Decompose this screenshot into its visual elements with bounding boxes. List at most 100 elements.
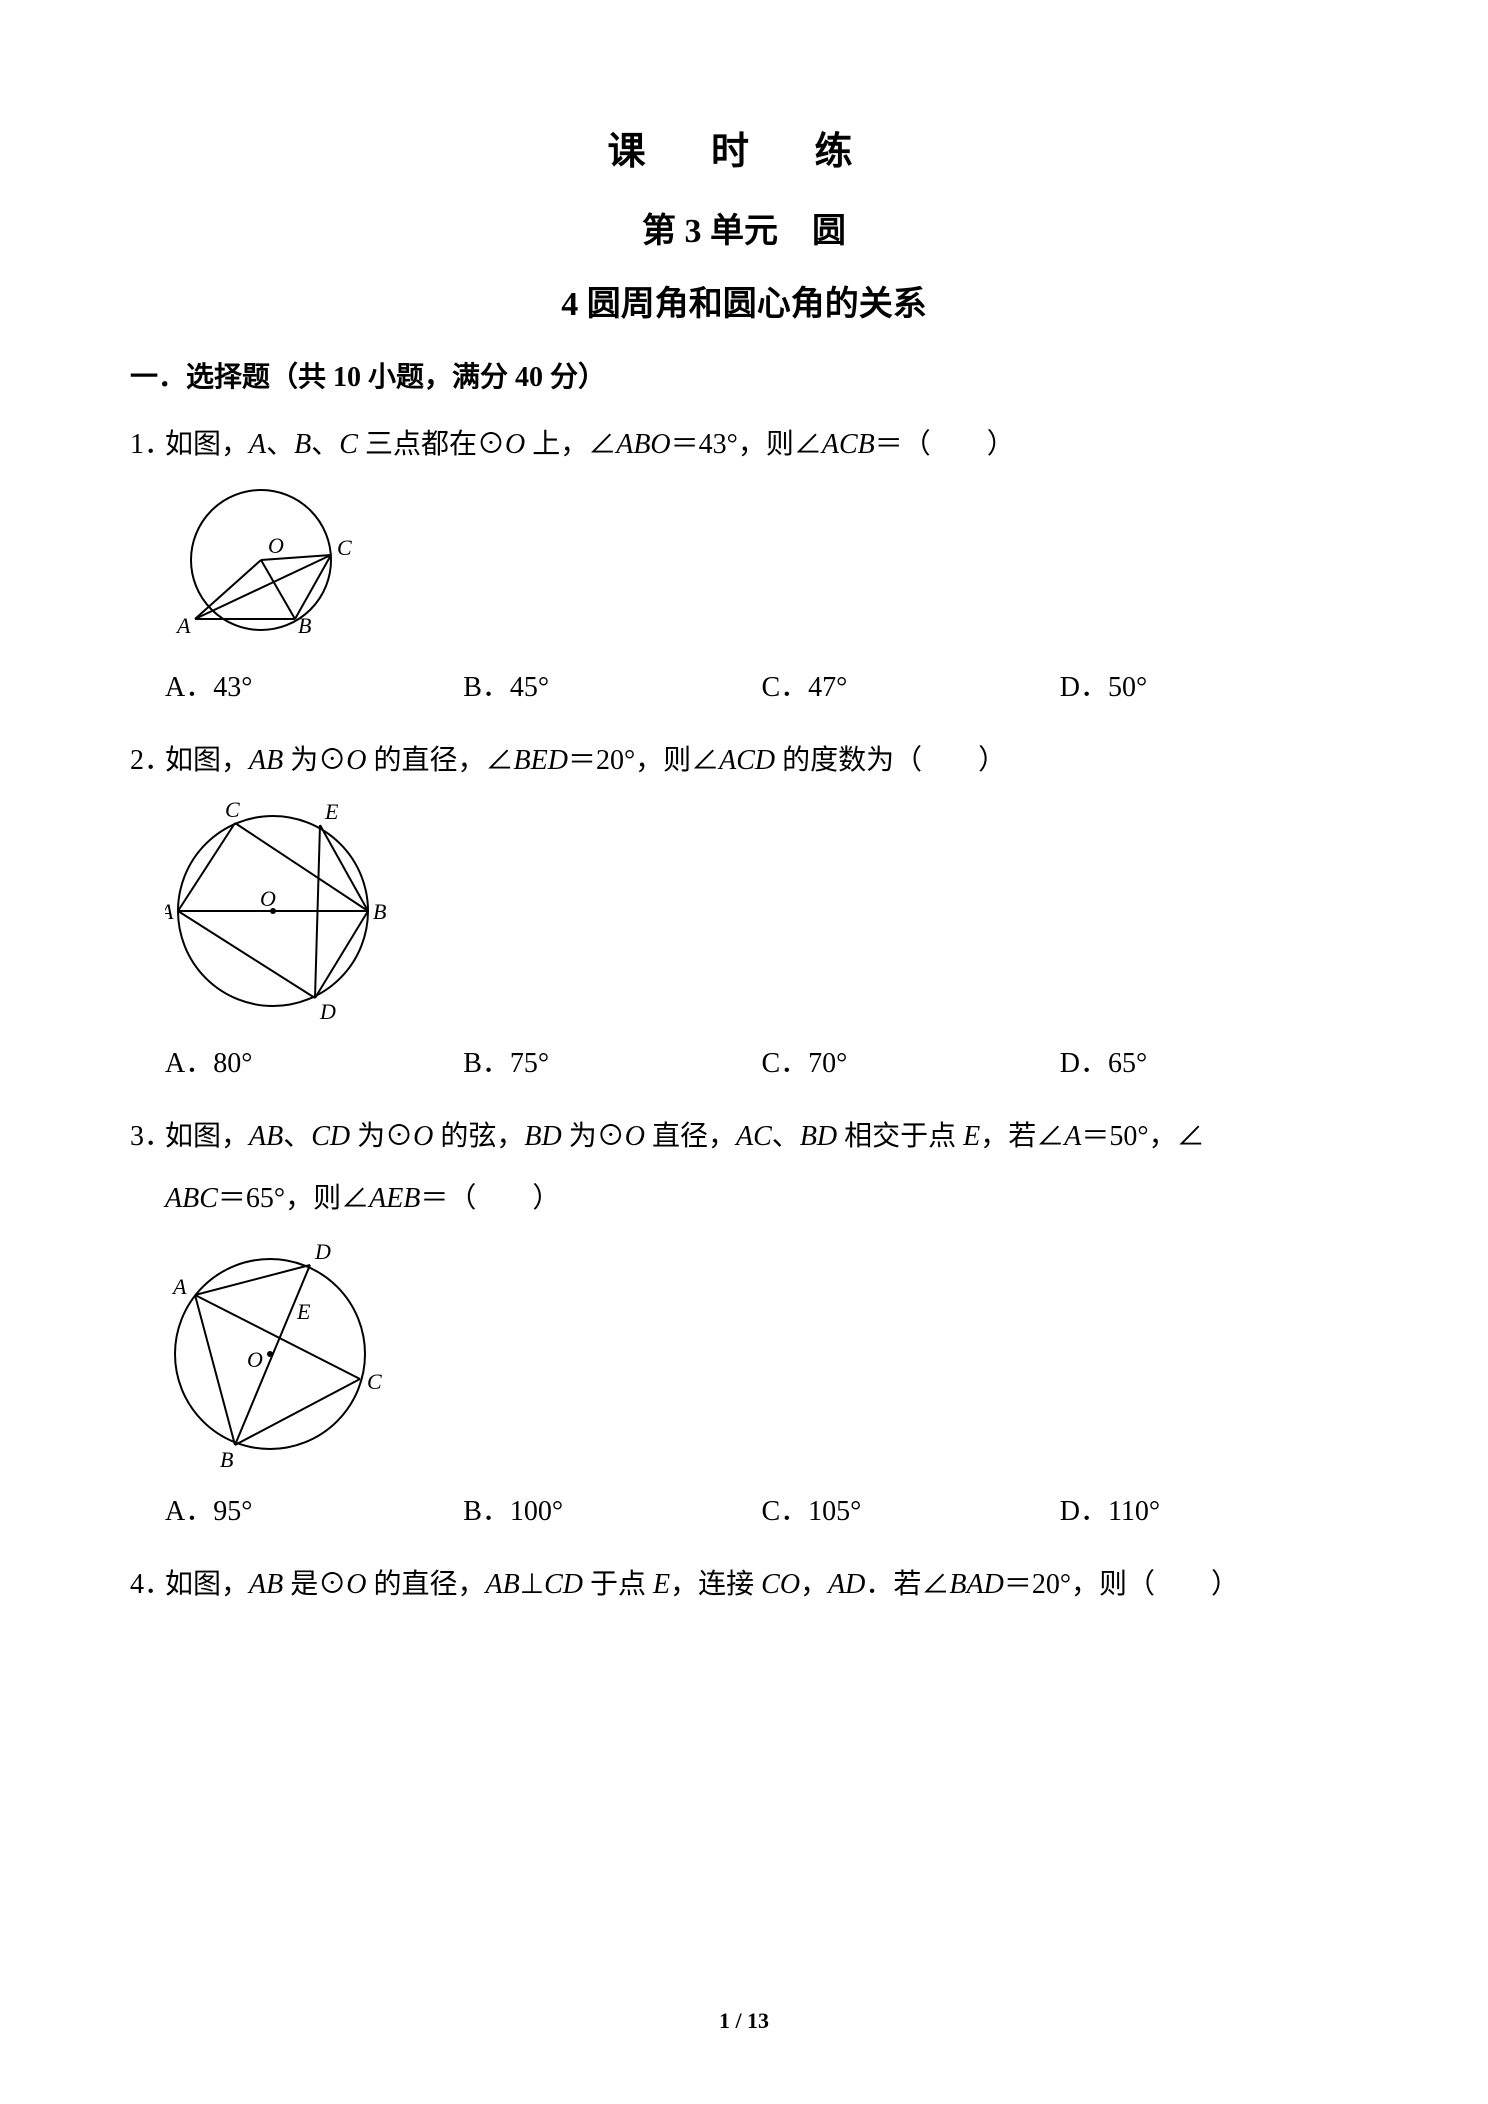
svg-text:E: E <box>296 1299 311 1324</box>
q3-line2b: ＝（ ） <box>420 1183 560 1214</box>
q4-t6: ＝20°，则（ ） <box>1004 1569 1239 1600</box>
q1-optA: A．43° <box>165 665 463 705</box>
q1-body: 三点都在⊙ <box>365 429 505 460</box>
q3-t2: 的弦， <box>433 1121 524 1152</box>
q3-optA: A．95° <box>165 1489 463 1529</box>
title-unit: 第 3 单元 圆 <box>130 203 1358 252</box>
q3-v3: O <box>413 1121 433 1152</box>
q3-options: A．95° B．100° C．105° D．110° <box>130 1489 1358 1529</box>
q4-t2: 的直径， <box>366 1569 485 1600</box>
q1-pre: 如图， <box>165 429 249 460</box>
q1-optB: B．45° <box>463 665 761 705</box>
svg-text:B: B <box>220 1447 233 1472</box>
q3-v5: O <box>625 1121 645 1152</box>
q2-v3: BED <box>514 745 568 776</box>
q3-v2: CD <box>311 1121 350 1152</box>
svg-text:A: A <box>175 613 191 638</box>
q3-optD: D．110° <box>1060 1489 1358 1529</box>
q4-v3: AB <box>486 1569 520 1600</box>
q4-num: 4． <box>130 1557 165 1613</box>
q1-v1: A <box>249 429 266 460</box>
q1-v4: O <box>505 429 525 460</box>
q1-v6: ACB <box>822 429 875 460</box>
q2-v1: AB <box>249 745 283 776</box>
svg-text:A: A <box>171 1274 187 1299</box>
q3-num: 3． <box>130 1109 165 1165</box>
q4-v2: O <box>346 1569 366 1600</box>
q2-body: 为⊙ <box>283 745 346 776</box>
q3-v8: E <box>963 1121 980 1152</box>
svg-text:B: B <box>373 899 386 924</box>
q2-mid: 的直径，∠ <box>366 745 513 776</box>
svg-text:A: A <box>165 899 174 924</box>
q1-v2: B <box>294 429 311 460</box>
q3-line2a: ＝65°，则∠ <box>218 1183 369 1214</box>
q3-optC: C．105° <box>762 1489 1060 1529</box>
q4-t1: 是⊙ <box>283 1569 346 1600</box>
q4-v1: AB <box>249 1569 283 1600</box>
q2-optD: D．65° <box>1060 1041 1358 1081</box>
q1-optC: C．47° <box>762 665 1060 705</box>
q4-pre: 如图， <box>165 1569 249 1600</box>
q2-figure: O A B C D E <box>130 801 1358 1031</box>
q2-eq: ＝20°，则∠ <box>568 745 719 776</box>
q2-pre: 如图， <box>165 745 249 776</box>
q4-v8: BAD <box>949 1569 1003 1600</box>
question-1: 1．如图，A、B、C 三点都在⊙O 上，∠ABO＝43°，则∠ACB＝（ ） <box>130 417 1358 473</box>
svg-text:E: E <box>324 801 339 824</box>
q1-figure: O A B C <box>130 485 1358 655</box>
svg-text:C: C <box>225 801 240 822</box>
svg-text:D: D <box>314 1239 331 1264</box>
q1-optD: D．50° <box>1060 665 1358 705</box>
q3-v1: AB <box>249 1121 283 1152</box>
q1-num: 1． <box>130 417 165 473</box>
q2-options: A．80° B．75° C．70° D．65° <box>130 1041 1358 1081</box>
q1-v3: C <box>339 429 365 460</box>
q3-t5: 相交于点 <box>837 1121 963 1152</box>
q1-mid: 上，∠ <box>525 429 616 460</box>
q2-optB: B．75° <box>463 1041 761 1081</box>
q3-t3: 为⊙ <box>562 1121 625 1152</box>
svg-text:B: B <box>298 613 311 638</box>
page-footer: 1 / 13 <box>0 2008 1488 2034</box>
svg-text:C: C <box>367 1369 382 1394</box>
section-header: 一．选择题（共 10 小题，满分 40 分） <box>130 355 1358 395</box>
q4-v4: CD <box>544 1569 583 1600</box>
q1-tail: ＝（ ） <box>875 429 1015 460</box>
q4-v5: E <box>653 1569 670 1600</box>
q4-v6: CO <box>761 1569 800 1600</box>
q3-v11: AEB <box>369 1183 420 1214</box>
title-sub: 4 圆周角和圆心角的关系 <box>130 276 1358 325</box>
q3-v10: ABC <box>165 1183 218 1214</box>
q1-eq: ＝43°，则∠ <box>671 429 822 460</box>
title-main: 课 时 练 <box>130 120 1358 175</box>
q4-t4: ，连接 <box>670 1569 761 1600</box>
q4-t3: 于点 <box>583 1569 653 1600</box>
svg-text:C: C <box>337 535 352 560</box>
svg-text:O: O <box>260 886 276 911</box>
q3-t6: ，若∠ <box>980 1121 1064 1152</box>
q1-options: A．43° B．45° C．47° D．50° <box>130 665 1358 705</box>
q3-v7: BD <box>800 1121 837 1152</box>
q2-v2: O <box>346 745 366 776</box>
q3-figure: O A B C D E <box>130 1239 1358 1479</box>
q4-v7: AD <box>828 1569 865 1600</box>
q3-t1: 为⊙ <box>350 1121 413 1152</box>
svg-text:O: O <box>268 533 284 558</box>
q3-v4: BD <box>524 1121 561 1152</box>
q4-t5: ．若∠ <box>865 1569 949 1600</box>
q2-num: 2． <box>130 733 165 789</box>
question-2: 2．如图，AB 为⊙O 的直径，∠BED＝20°，则∠ACD 的度数为（ ） <box>130 733 1358 789</box>
q3-pre: 如图， <box>165 1121 249 1152</box>
q3-t7: ＝50°，∠ <box>1081 1121 1204 1152</box>
q2-optA: A．80° <box>165 1041 463 1081</box>
q3-t4: 直径， <box>645 1121 736 1152</box>
question-4: 4．如图，AB 是⊙O 的直径，AB⊥CD 于点 E，连接 CO，AD．若∠BA… <box>130 1557 1358 1613</box>
q2-v4: ACD <box>719 745 775 776</box>
q2-optC: C．70° <box>762 1041 1060 1081</box>
svg-text:O: O <box>247 1347 263 1372</box>
q2-tail: 的度数为（ ） <box>775 745 1006 776</box>
question-3: 3．如图，AB、CD 为⊙O 的弦，BD 为⊙O 直径，AC、BD 相交于点 E… <box>130 1109 1358 1227</box>
q3-optB: B．100° <box>463 1489 761 1529</box>
svg-text:D: D <box>319 999 336 1024</box>
